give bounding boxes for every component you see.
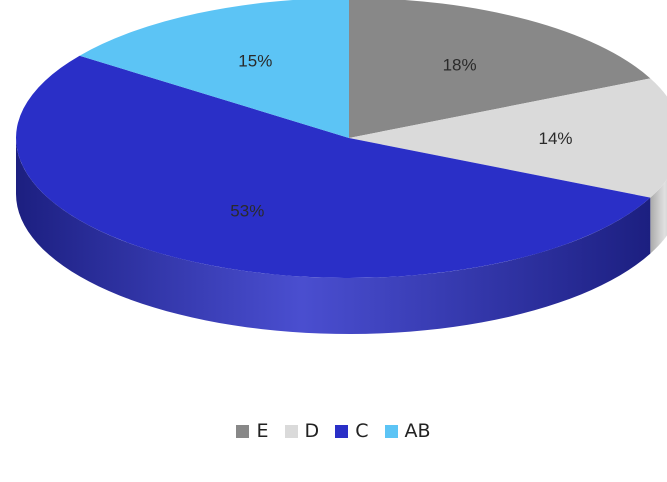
legend-label-ab: AB [404,420,431,442]
legend-item-d: D [284,420,320,442]
pie-side-c [16,138,651,334]
data-label-c: 53% [230,201,264,220]
pie-slice-d [349,78,667,198]
legend: E D C AB [0,420,667,443]
legend-item-c: C [335,420,368,442]
pie-slice-ab [79,0,349,138]
data-label-ab: 15% [238,52,272,71]
legend-item-e: E [236,420,268,442]
pie-side-d [650,179,667,254]
pie-data-labels: 18% 14% 53% 15% [230,52,572,221]
data-label-d: 14% [538,129,572,148]
data-label-e: 18% [443,56,477,75]
legend-swatch-e [236,424,250,438]
pie-slice-e [349,0,651,138]
pie-slice-c [16,55,651,278]
legend-label-e: E [256,420,269,442]
legend-item-ab: AB [384,420,431,442]
legend-swatch-d [284,424,298,438]
legend-label-d: D [304,420,320,442]
pie-side-walls [16,138,667,334]
pie-chart-svg: 18% 14% 53% 15% [16,0,667,334]
legend-swatch-c [335,424,349,438]
pie-slices [16,0,667,278]
legend-label-c: C [355,420,369,442]
legend-swatch-ab [384,424,398,438]
